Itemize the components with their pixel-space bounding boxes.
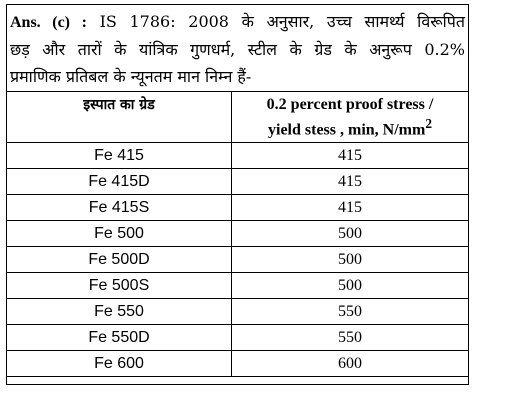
steel-grade-cell: Fe 500S <box>6 272 232 299</box>
proof-stress-cell: 415 <box>231 142 469 169</box>
table-header-row: इस्पात का ग्रेड 0.2 percent proof stress… <box>6 91 469 143</box>
steel-grade-cell: Fe 415D <box>6 168 232 195</box>
answer-line-2: छड़ और तारों के यांत्रिक गुणधर्म, स्टील … <box>10 40 465 59</box>
proof-stress-cell: 415 <box>231 194 469 221</box>
table-body: Fe 415 415 Fe 415D 415 Fe 415S 415 Fe 500 500 Fe… <box>6 142 469 377</box>
steel-grade-cell: Fe 600 <box>6 350 232 377</box>
steel-grade-cell: Fe 500 <box>6 220 232 247</box>
table-row: Fe 600 600 <box>6 350 469 377</box>
steel-grade-table: इस्पात का ग्रेड 0.2 percent proof stress… <box>6 91 469 377</box>
header-proof-stress: 0.2 percent proof stress / yield stess ,… <box>231 91 469 143</box>
proof-stress-cell: 415 <box>231 168 469 195</box>
table-row: Fe 500 500 <box>6 220 469 247</box>
header-proof-stress-line2: yield stess , min, N/mm <box>268 121 426 139</box>
steel-grade-cell: Fe 550D <box>6 324 232 351</box>
table-row: Fe 550D 550 <box>6 324 469 351</box>
table-row: Fe 415S 415 <box>6 194 469 221</box>
answer-text: Ans. (c) : IS 1786: 2008 के अनुसार, उच्च… <box>6 4 469 91</box>
answer-line-1-text: IS 1786: 2008 के अनुसार, उच्च सामर्थ्य व… <box>99 12 465 31</box>
proof-stress-cell: 600 <box>231 350 469 377</box>
answer-line-3: प्रमाणिक प्रतिबल के न्यूनतम मान निम्न है… <box>10 67 252 86</box>
header-proof-stress-line1: 0.2 percent proof stress / <box>266 95 434 113</box>
proof-stress-cell: 550 <box>231 324 469 351</box>
proof-stress-cell: 500 <box>231 220 469 247</box>
proof-stress-cell: 500 <box>231 246 469 273</box>
answer-line-1: Ans. (c) : IS 1786: 2008 के अनुसार, उच्च… <box>10 8 465 36</box>
steel-grade-cell: Fe 415S <box>6 194 232 221</box>
table-row: Fe 415 415 <box>6 142 469 169</box>
answer-label: Ans. (c) : <box>10 14 87 31</box>
steel-grade-cell: Fe 500D <box>6 246 232 273</box>
header-unit-superscript: 2 <box>425 115 432 131</box>
proof-stress-cell: 550 <box>231 298 469 325</box>
table-row: Fe 500D 500 <box>6 246 469 273</box>
table-row: Fe 415D 415 <box>6 168 469 195</box>
header-steel-grade: इस्पात का ग्रेड <box>6 91 232 143</box>
table-row: Fe 550 550 <box>6 298 469 325</box>
table-row: Fe 500S 500 <box>6 272 469 299</box>
proof-stress-cell: 500 <box>231 272 469 299</box>
steel-grade-cell: Fe 550 <box>6 298 232 325</box>
steel-grade-cell: Fe 415 <box>6 142 232 169</box>
